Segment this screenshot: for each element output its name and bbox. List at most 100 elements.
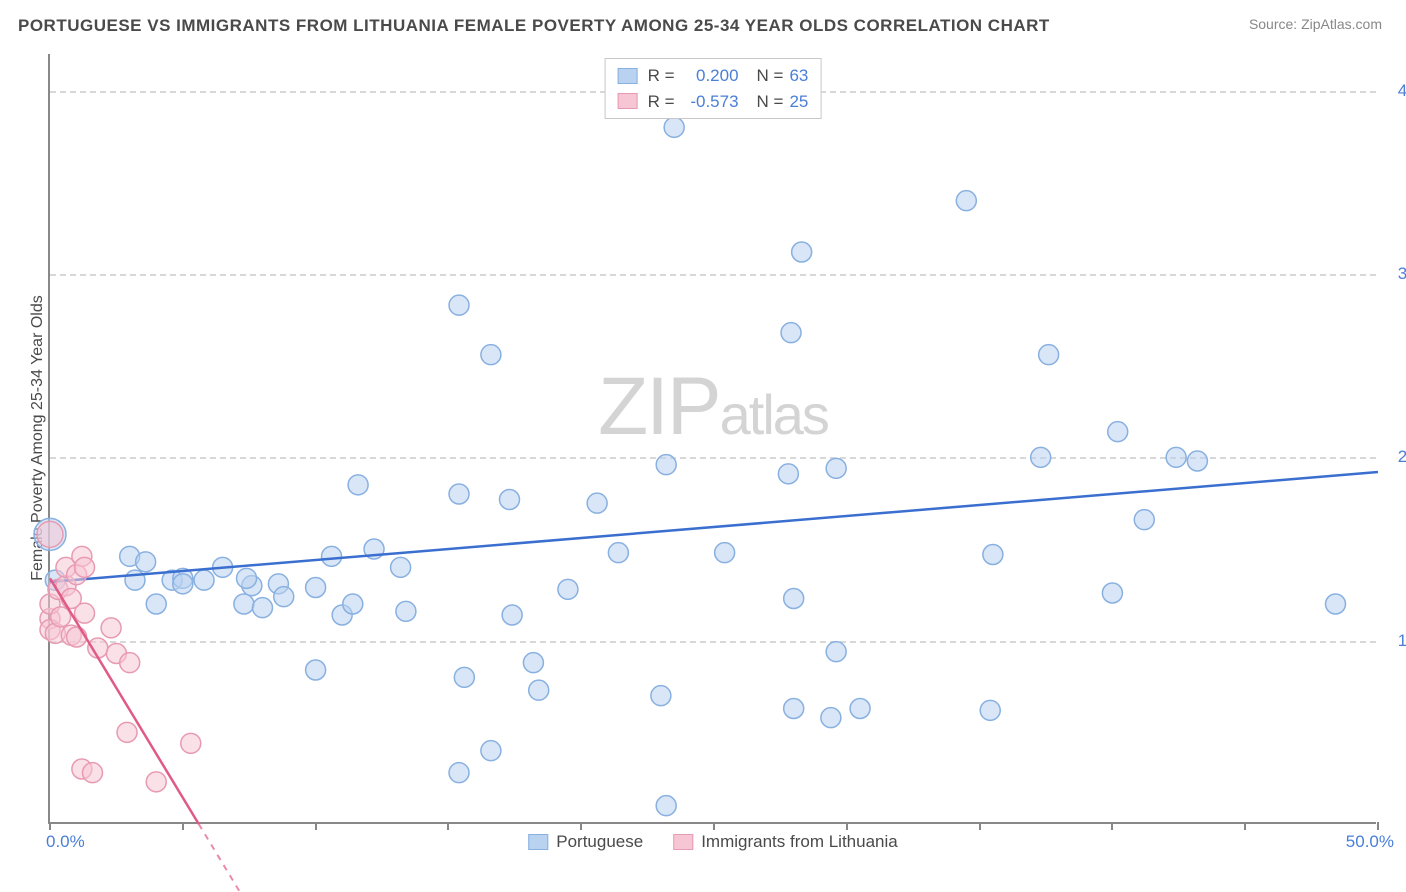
scatter-point-portuguese bbox=[715, 543, 735, 563]
scatter-point-portuguese bbox=[1187, 451, 1207, 471]
scatter-point-portuguese bbox=[136, 552, 156, 572]
scatter-point-portuguese bbox=[306, 660, 326, 680]
scatter-point-portuguese bbox=[449, 484, 469, 504]
scatter-point-portuguese bbox=[523, 653, 543, 673]
scatter-point-lithuania bbox=[120, 653, 140, 673]
scatter-point-portuguese bbox=[343, 594, 363, 614]
legend-row-portuguese: R = 0.200 N = 63 bbox=[618, 63, 809, 89]
y-tick-label: 10.0% bbox=[1386, 631, 1406, 651]
bottom-legend: Portuguese Immigrants from Lithuania bbox=[528, 832, 897, 852]
r-value-0: 0.200 bbox=[681, 63, 739, 89]
scatter-point-portuguese bbox=[1031, 447, 1051, 467]
x-tick bbox=[846, 822, 848, 830]
scatter-point-lithuania bbox=[37, 521, 63, 547]
bottom-legend-lithuania: Immigrants from Lithuania bbox=[673, 832, 898, 852]
scatter-point-portuguese bbox=[449, 763, 469, 783]
scatter-point-portuguese bbox=[499, 490, 519, 510]
legend-row-lithuania: R = -0.573 N = 25 bbox=[618, 89, 809, 115]
bottom-label-portuguese: Portuguese bbox=[556, 832, 643, 852]
chart-title: PORTUGUESE VS IMMIGRANTS FROM LITHUANIA … bbox=[18, 16, 1050, 36]
scatter-point-portuguese bbox=[792, 242, 812, 262]
x-tick bbox=[1111, 822, 1113, 830]
scatter-point-portuguese bbox=[252, 598, 272, 618]
scatter-point-portuguese bbox=[234, 594, 254, 614]
scatter-point-portuguese bbox=[781, 323, 801, 343]
source-attribution: Source: ZipAtlas.com bbox=[1249, 16, 1382, 32]
scatter-point-portuguese bbox=[1166, 447, 1186, 467]
x-tick bbox=[49, 822, 51, 830]
scatter-point-portuguese bbox=[1134, 510, 1154, 530]
scatter-point-portuguese bbox=[396, 601, 416, 621]
scatter-point-portuguese bbox=[481, 741, 501, 761]
swatch-lithuania bbox=[618, 93, 638, 109]
x-tick bbox=[315, 822, 317, 830]
x-tick bbox=[979, 822, 981, 830]
x-tick bbox=[713, 822, 715, 830]
n-value-1: 25 bbox=[789, 89, 808, 115]
scatter-point-portuguese bbox=[348, 475, 368, 495]
bottom-label-lithuania: Immigrants from Lithuania bbox=[701, 832, 898, 852]
scatter-point-portuguese bbox=[481, 345, 501, 365]
scatter-point-portuguese bbox=[826, 642, 846, 662]
bottom-legend-portuguese: Portuguese bbox=[528, 832, 643, 852]
scatter-svg bbox=[50, 54, 1376, 822]
scatter-point-portuguese bbox=[1102, 583, 1122, 603]
scatter-point-lithuania bbox=[146, 772, 166, 792]
n-label-0: N = bbox=[757, 63, 784, 89]
scatter-point-portuguese bbox=[449, 295, 469, 315]
x-tick bbox=[447, 822, 449, 830]
trend-line-lithuania bbox=[50, 578, 199, 824]
scatter-point-portuguese bbox=[784, 589, 804, 609]
scatter-point-portuguese bbox=[778, 464, 798, 484]
scatter-point-portuguese bbox=[587, 493, 607, 513]
scatter-point-portuguese bbox=[194, 570, 214, 590]
scatter-point-portuguese bbox=[454, 667, 474, 687]
scatter-point-portuguese bbox=[850, 699, 870, 719]
scatter-point-lithuania bbox=[181, 733, 201, 753]
scatter-point-portuguese bbox=[237, 568, 257, 588]
scatter-point-portuguese bbox=[173, 574, 193, 594]
scatter-point-portuguese bbox=[1326, 594, 1346, 614]
x-tick bbox=[182, 822, 184, 830]
bottom-swatch-portuguese bbox=[528, 834, 548, 850]
scatter-point-portuguese bbox=[322, 546, 342, 566]
r-value-1: -0.573 bbox=[681, 89, 739, 115]
scatter-point-portuguese bbox=[558, 579, 578, 599]
scatter-point-portuguese bbox=[980, 700, 1000, 720]
r-label-0: R = bbox=[648, 63, 675, 89]
scatter-point-portuguese bbox=[1039, 345, 1059, 365]
n-value-0: 63 bbox=[789, 63, 808, 89]
scatter-point-portuguese bbox=[784, 699, 804, 719]
trend-line-portuguese bbox=[50, 472, 1378, 582]
n-label-1: N = bbox=[757, 89, 784, 115]
y-tick-label: 20.0% bbox=[1386, 447, 1406, 467]
x-tick bbox=[580, 822, 582, 830]
swatch-portuguese bbox=[618, 68, 638, 84]
scatter-point-lithuania bbox=[101, 618, 121, 638]
scatter-point-portuguese bbox=[146, 594, 166, 614]
x-axis-min-label: 0.0% bbox=[46, 832, 85, 852]
scatter-point-lithuania bbox=[75, 603, 95, 623]
y-tick-label: 30.0% bbox=[1386, 264, 1406, 284]
scatter-point-portuguese bbox=[656, 796, 676, 816]
scatter-point-portuguese bbox=[529, 680, 549, 700]
scatter-point-portuguese bbox=[651, 686, 671, 706]
correlation-legend: R = 0.200 N = 63 R = -0.573 N = 25 bbox=[605, 58, 822, 119]
scatter-point-portuguese bbox=[656, 455, 676, 475]
scatter-point-portuguese bbox=[608, 543, 628, 563]
scatter-point-lithuania bbox=[117, 722, 137, 742]
plot-area: Female Poverty Among 25-34 Year Olds ZIP… bbox=[48, 54, 1376, 824]
trend-line-extension bbox=[199, 824, 252, 892]
scatter-point-portuguese bbox=[274, 587, 294, 607]
scatter-point-portuguese bbox=[1108, 422, 1128, 442]
scatter-point-lithuania bbox=[82, 763, 102, 783]
scatter-point-portuguese bbox=[821, 708, 841, 728]
x-tick bbox=[1244, 822, 1246, 830]
bottom-swatch-lithuania bbox=[673, 834, 693, 850]
scatter-point-portuguese bbox=[664, 117, 684, 137]
y-tick-label: 40.0% bbox=[1386, 81, 1406, 101]
scatter-point-portuguese bbox=[306, 578, 326, 598]
scatter-point-lithuania bbox=[75, 557, 95, 577]
r-label-1: R = bbox=[648, 89, 675, 115]
scatter-point-lithuania bbox=[67, 627, 87, 647]
